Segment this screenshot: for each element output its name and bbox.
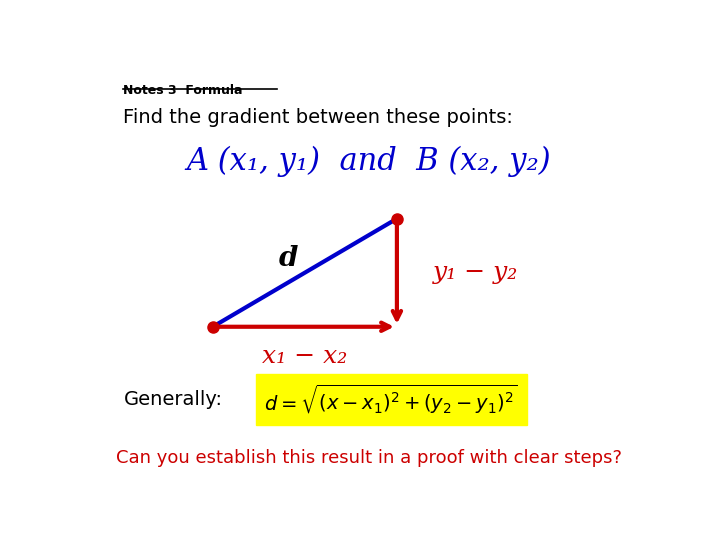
Text: A (x₁, y₁)  and  B (x₂, y₂): A (x₁, y₁) and B (x₂, y₂): [186, 146, 552, 177]
Text: Notes 3  Formula: Notes 3 Formula: [124, 84, 243, 97]
Text: y₁ − y₂: y₁ − y₂: [433, 261, 518, 284]
Text: Generally:: Generally:: [124, 390, 222, 409]
Text: Can you establish this result in a proof with clear steps?: Can you establish this result in a proof…: [116, 449, 622, 467]
Text: Find the gradient between these points:: Find the gradient between these points:: [124, 109, 513, 127]
Text: x₁ − x₂: x₁ − x₂: [262, 346, 348, 368]
Text: $d = \sqrt{(x - x_1)^2 + (y_2 - y_1)^2}$: $d = \sqrt{(x - x_1)^2 + (y_2 - y_1)^2}$: [264, 383, 518, 416]
Text: d: d: [279, 245, 298, 272]
